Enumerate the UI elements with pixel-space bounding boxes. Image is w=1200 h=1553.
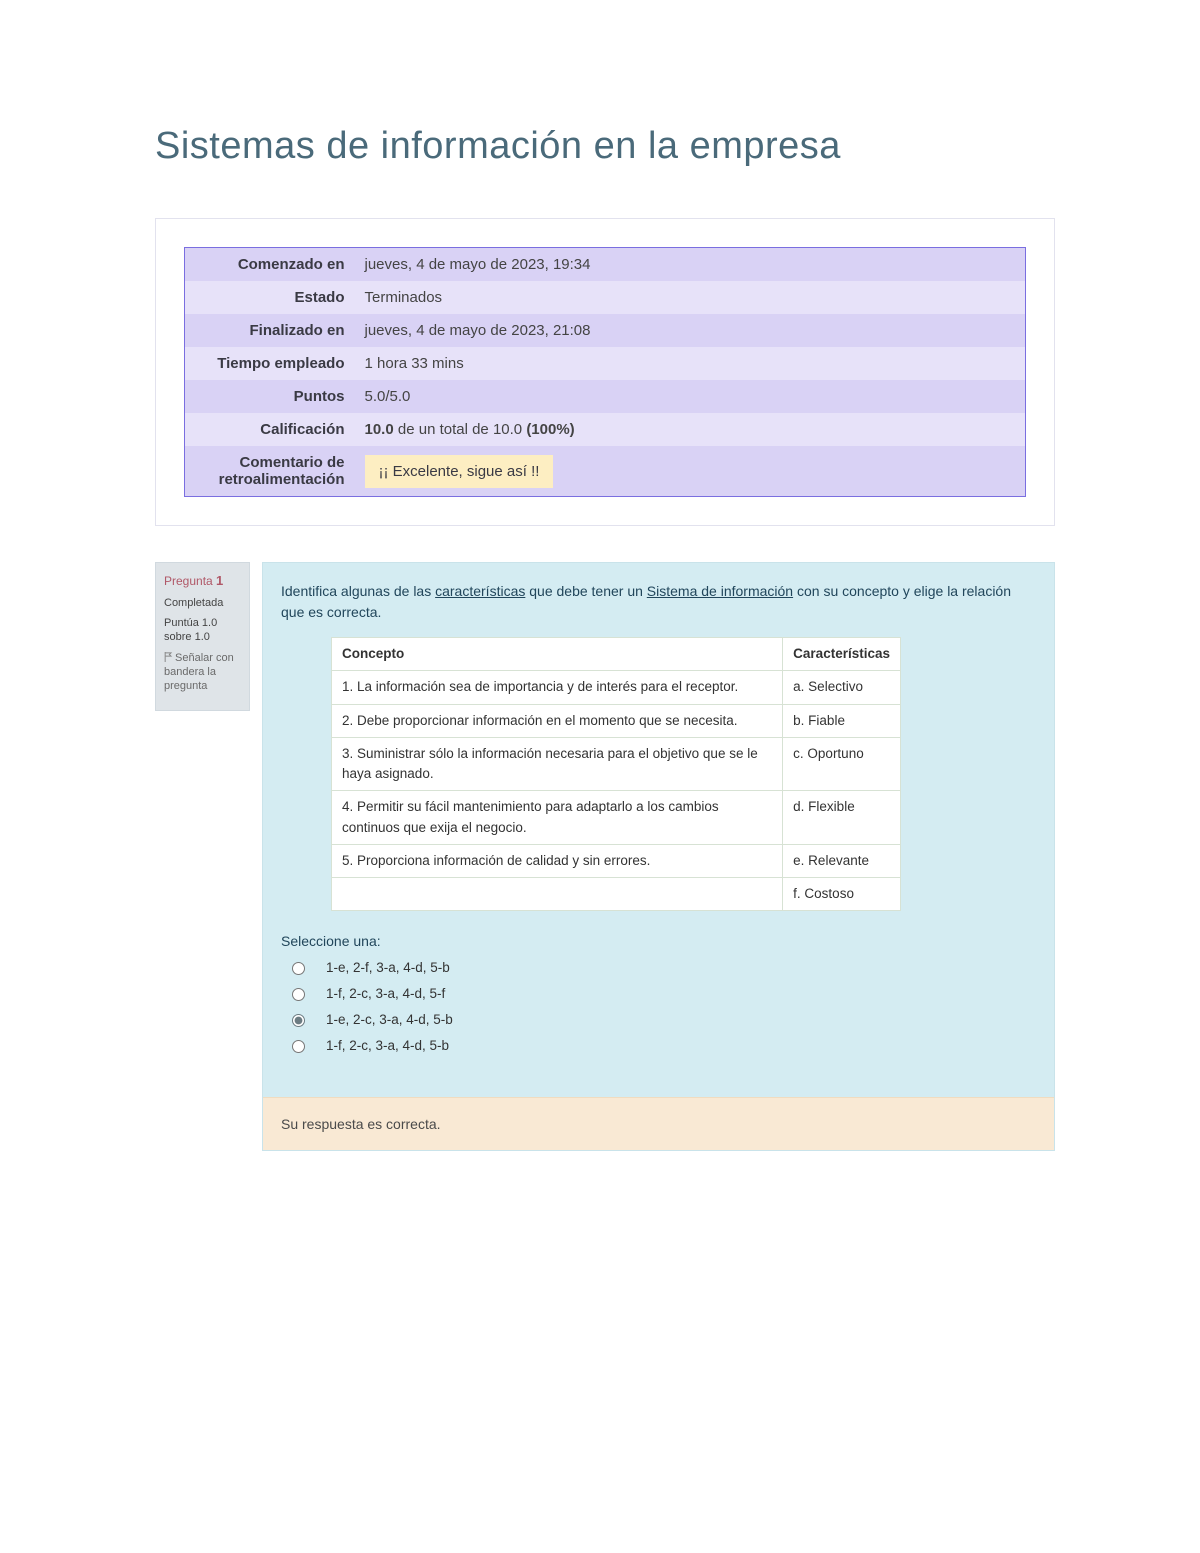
question-info-panel: Pregunta 1 Completada Puntúa 1.0 sobre 1… [155,562,250,711]
flag-question-link[interactable]: Señalar con bandera la pregunta [164,651,241,694]
summary-label: Puntos [185,380,355,413]
table-cell-concepto: 5. Proporciona información de calidad y … [332,844,783,877]
summary-value: jueves, 4 de mayo de 2023, 19:34 [355,248,1026,282]
option-radio[interactable] [292,988,305,1001]
table-cell-concepto: 1. La información sea de importancia y d… [332,671,783,704]
options-group: 1-e, 2-f, 3-a, 4-d, 5-b 1-f, 2-c, 3-a, 4-… [281,959,1036,1053]
option-text: 1-e, 2-c, 3-a, 4-d, 5-b [326,1012,453,1027]
option-row[interactable]: 1-e, 2-c, 3-a, 4-d, 5-b [287,1011,1036,1027]
table-header-concepto: Concepto [332,638,783,671]
matching-table: Concepto Características 1. La informaci… [331,637,901,911]
summary-box: Comenzado enjueves, 4 de mayo de 2023, 1… [155,218,1055,526]
summary-value: 10.0 de un total de 10.0 (100%) [355,413,1026,446]
summary-label: Comenzado en [185,248,355,282]
select-one-label: Seleccione una: [281,933,1036,949]
table-cell-concepto: 2. Debe proporcionar información en el m… [332,704,783,737]
question-prompt: Identifica algunas de las característica… [281,581,1036,623]
option-text: 1-f, 2-c, 3-a, 4-d, 5-f [326,986,445,1001]
option-row[interactable]: 1-f, 2-c, 3-a, 4-d, 5-f [287,985,1036,1001]
question-mark: Puntúa 1.0 sobre 1.0 [164,616,241,645]
summary-value: Terminados [355,281,1026,314]
flag-icon [164,652,173,662]
option-radio[interactable] [292,1014,305,1027]
summary-value: ¡¡ Excelente, sigue así !! [355,446,1026,497]
table-cell-caracteristica: a. Selectivo [783,671,901,704]
summary-value: 1 hora 33 mins [355,347,1026,380]
summary-label: Comentario de retroalimentación [185,446,355,497]
option-text: 1-f, 2-c, 3-a, 4-d, 5-b [326,1038,449,1053]
summary-label: Tiempo empleado [185,347,355,380]
table-cell-caracteristica: c. Oportuno [783,737,901,791]
summary-table: Comenzado enjueves, 4 de mayo de 2023, 1… [184,247,1026,497]
summary-label: Finalizado en [185,314,355,347]
summary-value: jueves, 4 de mayo de 2023, 21:08 [355,314,1026,347]
table-cell-caracteristica: b. Fiable [783,704,901,737]
question-status: Completada [164,596,241,610]
table-header-caracteristicas: Características [783,638,901,671]
summary-label: Estado [185,281,355,314]
table-cell-concepto: 4. Permitir su fácil mantenimiento para … [332,791,783,845]
summary-value: 5.0/5.0 [355,380,1026,413]
option-radio[interactable] [292,1040,305,1053]
table-cell-concepto: 3. Suministrar sólo la información neces… [332,737,783,791]
question-body: Identifica algunas de las característica… [262,562,1055,1151]
table-cell-caracteristica: f. Costoso [783,878,901,911]
question-number: Pregunta 1 [164,573,241,590]
option-row[interactable]: 1-e, 2-f, 3-a, 4-d, 5-b [287,959,1036,975]
option-text: 1-e, 2-f, 3-a, 4-d, 5-b [326,960,450,975]
option-row[interactable]: 1-f, 2-c, 3-a, 4-d, 5-b [287,1037,1036,1053]
summary-label: Calificación [185,413,355,446]
table-cell-caracteristica: e. Relevante [783,844,901,877]
table-cell-concepto [332,878,783,911]
answer-feedback: Su respuesta es correcta. [263,1097,1054,1150]
option-radio[interactable] [292,962,305,975]
page-title: Sistemas de información en la empresa [155,125,1055,168]
table-cell-caracteristica: d. Flexible [783,791,901,845]
